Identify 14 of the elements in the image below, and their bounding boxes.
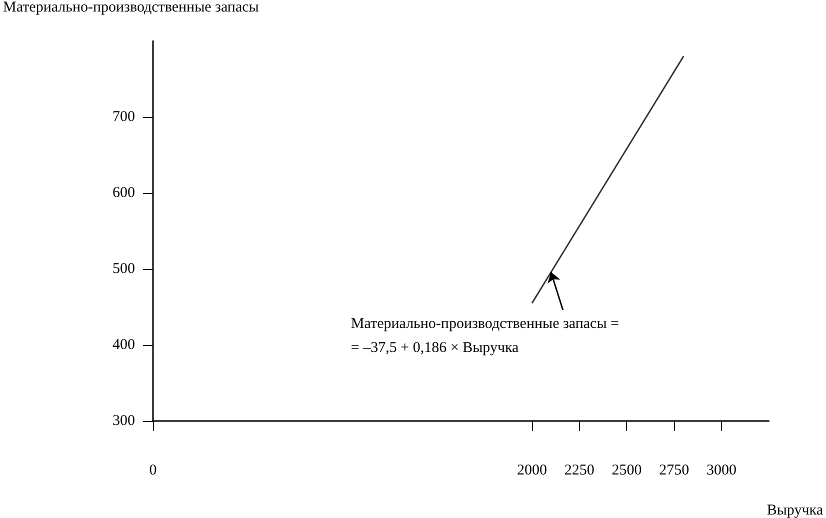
x-tick-label: 2750: [659, 462, 690, 478]
x-tick-label: 2500: [612, 462, 642, 478]
x-tick-label: 0: [149, 462, 157, 478]
y-tick-label: 300: [112, 413, 135, 429]
y-tick-label: 400: [112, 337, 135, 353]
y-tick-label: 600: [112, 185, 135, 201]
y-tick-label: 700: [112, 109, 135, 125]
x-tick-label: 2000: [516, 462, 547, 478]
x-tick-label: 2250: [564, 462, 594, 478]
annotation: Материально-производственные запасы = = –37,5 + 0,186 × Выручка: [350, 316, 620, 356]
y-axis-title: Материально-производственные запасы: [3, 0, 259, 16]
y-tick-label: 500: [112, 261, 135, 277]
x-axis-title: Выручка: [766, 502, 824, 518]
x-tick-label: 3000: [706, 462, 736, 478]
